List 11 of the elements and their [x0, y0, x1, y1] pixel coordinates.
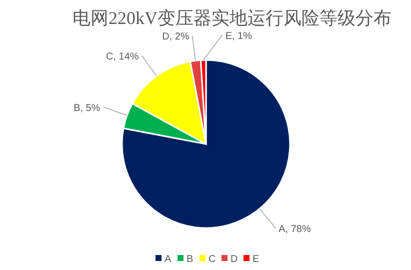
- legend-label: A: [164, 254, 172, 265]
- legend-label: C: [208, 254, 216, 265]
- data-label: C, 14%: [106, 52, 139, 63]
- data-label: E, 1%: [225, 30, 252, 42]
- chart-title: 电网220kV变压器实地运行风险等级分布: [72, 8, 392, 28]
- legend-label: D: [230, 254, 238, 265]
- data-label: A, 78%: [278, 224, 311, 236]
- legend-label: E: [252, 254, 260, 265]
- data-label: B, 5%: [74, 103, 100, 114]
- data-label: D, 2%: [162, 32, 190, 43]
- legend-label: B: [186, 254, 194, 265]
